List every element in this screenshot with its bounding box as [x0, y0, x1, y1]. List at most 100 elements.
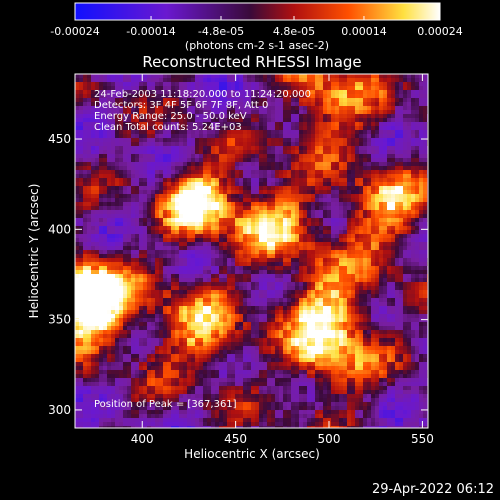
- heatmap-cell: [131, 210, 136, 215]
- heatmap-cell: [147, 94, 152, 99]
- heatmap-cell: [387, 290, 392, 295]
- heatmap-cell: [143, 286, 148, 291]
- heatmap-cell: [331, 78, 336, 83]
- heatmap-cell: [159, 142, 164, 147]
- heatmap-cell: [419, 182, 424, 187]
- heatmap-cell: [267, 246, 272, 251]
- heatmap-cell: [303, 222, 308, 227]
- heatmap-cell: [103, 238, 108, 243]
- heatmap-cell: [187, 270, 192, 275]
- heatmap-cell: [147, 238, 152, 243]
- heatmap-cell: [183, 214, 188, 219]
- heatmap-cell: [291, 158, 296, 163]
- heatmap-cell: [343, 254, 348, 259]
- heatmap-cell: [167, 186, 172, 191]
- heatmap-cell: [139, 214, 144, 219]
- heatmap-cell: [123, 242, 128, 247]
- heatmap-cell: [407, 90, 412, 95]
- heatmap-cell: [151, 98, 156, 103]
- heatmap-cell: [407, 250, 412, 255]
- heatmap-cell: [407, 246, 412, 251]
- heatmap-cell: [403, 134, 408, 139]
- heatmap-cell: [183, 122, 188, 127]
- heatmap-cell: [107, 146, 112, 151]
- heatmap-cell: [87, 218, 92, 223]
- heatmap-cell: [227, 254, 232, 259]
- heatmap-cell: [379, 254, 384, 259]
- heatmap-cell: [287, 166, 292, 171]
- heatmap-cell: [363, 130, 368, 135]
- heatmap-cell: [403, 194, 408, 199]
- heatmap-cell: [307, 174, 312, 179]
- heatmap-cell: [371, 194, 376, 199]
- heatmap-cell: [295, 206, 300, 211]
- heatmap-cell: [407, 186, 412, 191]
- heatmap-cell: [351, 134, 356, 139]
- heatmap-cell: [215, 118, 220, 123]
- heatmap-cell: [171, 134, 176, 139]
- heatmap-cell: [159, 262, 164, 267]
- heatmap-cell: [263, 230, 268, 235]
- heatmap-cell: [271, 206, 276, 211]
- heatmap-cell: [391, 78, 396, 83]
- heatmap-cell: [375, 278, 380, 283]
- heatmap-cell: [155, 286, 160, 291]
- heatmap-cell: [187, 90, 192, 95]
- heatmap-cell: [235, 102, 240, 107]
- heatmap-cell: [283, 258, 288, 263]
- heatmap-cell: [115, 230, 120, 235]
- heatmap-cell: [263, 158, 268, 163]
- heatmap-cell: [187, 258, 192, 263]
- heatmap-cell: [159, 250, 164, 255]
- heatmap-cell: [255, 294, 260, 299]
- heatmap-cell: [263, 290, 268, 295]
- heatmap-cell: [355, 74, 360, 79]
- heatmap-cell: [383, 82, 388, 87]
- heatmap-cell: [395, 218, 400, 223]
- heatmap-cell: [323, 206, 328, 211]
- heatmap-cell: [391, 270, 396, 275]
- heatmap-cell: [319, 146, 324, 151]
- heatmap-cell: [79, 290, 84, 295]
- heatmap-cell: [131, 98, 136, 103]
- heatmap-cell: [179, 142, 184, 147]
- heatmap-cell: [131, 190, 136, 195]
- heatmap-cell: [299, 130, 304, 135]
- heatmap-cell: [187, 138, 192, 143]
- heatmap-cell: [339, 206, 344, 211]
- heatmap-cell: [247, 150, 252, 155]
- heatmap-cell: [395, 294, 400, 299]
- heatmap-cell: [367, 286, 372, 291]
- heatmap-cell: [283, 78, 288, 83]
- heatmap-cell: [267, 190, 272, 195]
- heatmap-cell: [187, 286, 192, 291]
- heatmap-cell: [347, 126, 352, 131]
- heatmap-cell: [319, 202, 324, 207]
- heatmap-cell: [411, 158, 416, 163]
- heatmap-cell: [235, 78, 240, 83]
- heatmap-cell: [231, 278, 236, 283]
- heatmap-cell: [343, 194, 348, 199]
- heatmap-cell: [255, 90, 260, 95]
- heatmap-cell: [283, 274, 288, 279]
- heatmap-cell: [75, 258, 80, 263]
- heatmap-cell: [139, 194, 144, 199]
- heatmap-cell: [391, 142, 396, 147]
- heatmap-cell: [95, 290, 100, 295]
- heatmap-cell: [327, 238, 332, 243]
- heatmap-cell: [327, 102, 332, 107]
- heatmap-cell: [383, 170, 388, 175]
- heatmap-cell: [347, 138, 352, 143]
- heatmap-cell: [331, 174, 336, 179]
- heatmap-cell: [275, 94, 280, 99]
- heatmap-cell: [103, 110, 108, 115]
- heatmap-cell: [211, 98, 216, 103]
- heatmap-cell: [291, 234, 296, 239]
- heatmap-cell: [175, 202, 180, 207]
- heatmap-cell: [323, 114, 328, 119]
- heatmap-cell: [383, 258, 388, 263]
- heatmap-cell: [235, 126, 240, 131]
- heatmap-cell: [267, 198, 272, 203]
- heatmap-cell: [387, 218, 392, 223]
- heatmap-cell: [187, 178, 192, 183]
